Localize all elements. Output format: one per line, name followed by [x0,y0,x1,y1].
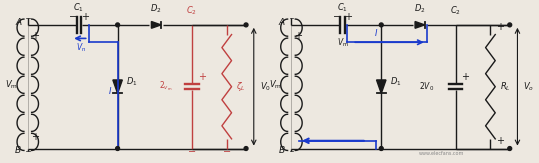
Polygon shape [377,80,386,93]
Circle shape [244,23,248,27]
Text: $R_L$: $R_L$ [500,81,511,93]
Text: +: + [294,31,302,41]
Text: A: A [279,18,285,27]
Text: $C_1$: $C_1$ [73,2,85,14]
Text: $V_{\rm m}$: $V_{\rm m}$ [337,37,349,49]
Text: $2_{v_{\rm m}}$: $2_{v_{\rm m}}$ [160,80,172,93]
Text: −: − [333,12,341,22]
Text: +: + [81,12,89,22]
Text: $V_{\rm m}$: $V_{\rm m}$ [268,79,281,91]
Circle shape [508,23,512,27]
Text: +: + [496,136,504,146]
Circle shape [116,147,120,150]
Text: $I$: $I$ [374,27,378,38]
Text: +: + [461,72,469,82]
Text: $V_{\rm n}$: $V_{\rm n}$ [76,41,86,54]
Circle shape [244,147,248,150]
Text: $D_2$: $D_2$ [150,3,162,15]
Circle shape [379,23,383,27]
Text: +: + [496,22,504,32]
Text: $C_1$: $C_1$ [337,2,348,14]
Text: $I$: $I$ [108,85,112,96]
Text: B: B [279,146,285,155]
Text: +: + [31,132,38,142]
Text: +: + [344,12,353,22]
Text: $2V_0$: $2V_0$ [419,81,434,93]
Polygon shape [415,22,425,28]
Text: $D_1$: $D_1$ [390,76,402,88]
Circle shape [379,147,383,150]
Text: +: + [198,72,205,82]
Text: $C_2$: $C_2$ [450,5,461,17]
Text: $D_2$: $D_2$ [414,3,426,15]
Text: −: − [188,147,196,157]
Text: −: − [69,12,77,22]
Text: $C_2$: $C_2$ [186,5,197,17]
Text: www.elecfans.com: www.elecfans.com [418,151,464,156]
Text: $D_1$: $D_1$ [126,76,138,88]
Text: −: − [223,147,231,157]
Text: +: + [31,31,38,41]
Text: $V_{\rm m}$: $V_{\rm m}$ [5,79,18,91]
Circle shape [508,147,512,150]
Text: $V_o$: $V_o$ [523,81,534,93]
Text: $V_0$: $V_0$ [260,81,271,93]
Text: A: A [15,18,21,27]
Polygon shape [113,80,122,93]
Text: $\zeta_L$: $\zeta_L$ [237,80,246,93]
Text: B: B [15,146,21,155]
Polygon shape [151,22,161,28]
Circle shape [116,23,120,27]
